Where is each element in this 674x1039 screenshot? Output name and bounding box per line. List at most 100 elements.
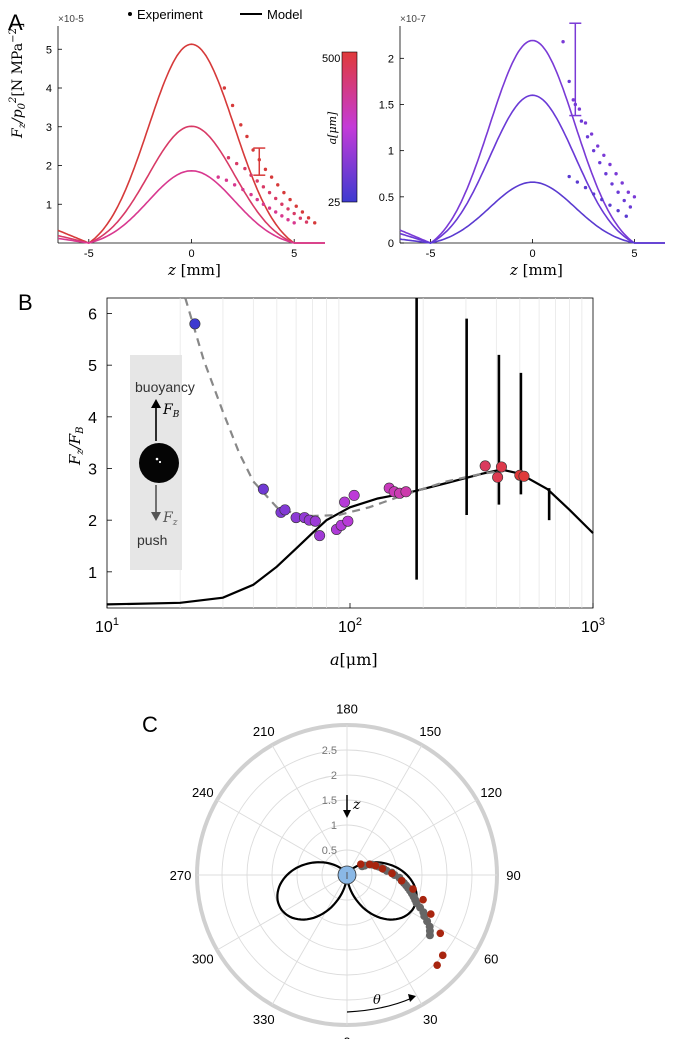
experiment-point	[251, 148, 255, 152]
experiment-point-red	[427, 910, 435, 918]
y-tick-label: 4	[46, 83, 52, 95]
experiment-point	[286, 218, 290, 222]
theta-tick-label: 60	[484, 951, 498, 966]
experiment-point	[189, 318, 201, 330]
experiment-point	[298, 216, 303, 220]
experiment-point	[274, 210, 278, 214]
z-label: z	[352, 797, 361, 813]
experiment-point	[616, 208, 620, 213]
inset-push-label: push	[137, 532, 167, 548]
experiment-point	[304, 220, 309, 224]
experiment-point	[255, 179, 259, 183]
plot-b: 101 102 103 1 2 3 4 5 6	[88, 297, 605, 636]
experiment-point-red	[388, 869, 396, 878]
inset-photo	[130, 355, 182, 570]
x-tick-label: 5	[291, 248, 297, 260]
xlabel-a-right: z [mm]	[509, 261, 563, 279]
experiment-point-grey	[425, 931, 434, 940]
theta-tick-label: 240	[192, 785, 214, 800]
inset-buoyancy-label: buoyancy	[135, 379, 195, 395]
y-tick-label: 0	[388, 238, 394, 250]
x-tick-label: 103	[581, 616, 605, 636]
experiment-point	[232, 183, 237, 187]
y-tick-label: 5	[46, 44, 52, 56]
experiment-point	[608, 203, 612, 207]
plot-a-left: -5 0 5 1 2 3 4 5	[46, 43, 325, 260]
x-tick-label: -5	[426, 248, 436, 260]
experiment-point	[300, 210, 305, 214]
experiment-point	[583, 121, 588, 125]
experiment-point	[579, 119, 584, 123]
polar-spoke	[346, 874, 423, 1006]
experiment-point	[583, 185, 588, 190]
experiment-point	[230, 103, 235, 108]
theta-tick-label: 120	[480, 785, 502, 800]
y-tick-label: 1	[388, 146, 394, 158]
model-line-2	[57, 125, 325, 244]
experiment-point	[280, 202, 284, 206]
experiment-point	[288, 197, 292, 202]
r-tick-label: 2.5	[322, 745, 337, 757]
plot-a-right: -5 0 5 0 0.5 1 1.5 2	[379, 22, 665, 260]
xlabel-b: a[μm]	[330, 650, 378, 669]
experiment-point	[309, 515, 321, 527]
experiment-point	[269, 175, 274, 179]
model-line-3	[399, 181, 665, 244]
experiment-point	[306, 216, 311, 220]
experiment-point	[294, 204, 298, 208]
experiment-point-red	[419, 895, 427, 904]
experiment-point	[610, 182, 614, 186]
experiment-point	[479, 460, 491, 472]
experiment-point	[622, 198, 626, 203]
polar-spoke	[346, 744, 423, 876]
experiment-point	[226, 156, 231, 160]
colorbar	[341, 51, 358, 203]
panel-label-a: A	[8, 10, 23, 35]
experiment-point	[249, 192, 253, 197]
colorbar-max: 500	[322, 53, 340, 65]
model-line-3	[57, 169, 325, 244]
experiment-point-red	[409, 885, 417, 893]
experiment-point	[589, 132, 594, 136]
experiment-point	[632, 195, 637, 199]
axes-a-right: ×10-7	[399, 14, 665, 244]
theta-arrow-head	[408, 994, 416, 1002]
experiment-point	[282, 190, 286, 195]
colorbar-label: a[μm]	[326, 111, 339, 144]
experiment-point	[239, 123, 243, 127]
theta-arrow	[346, 997, 413, 1013]
y-tick-label: 1	[88, 565, 97, 582]
x-tick-label: 5	[631, 248, 637, 260]
experiment-point	[267, 190, 272, 195]
experiment-point	[224, 178, 229, 182]
experiment-point-red	[365, 860, 374, 869]
y-tick-label: 3	[88, 462, 97, 479]
experiment-point	[608, 162, 612, 167]
experiment-point	[495, 461, 507, 473]
experiment-point	[292, 211, 296, 216]
theta-tick-label: 90	[506, 868, 520, 883]
experiment-point	[280, 214, 284, 218]
y-tick-label: 0.5	[379, 192, 394, 204]
x-tick-label: -5	[84, 248, 94, 260]
experiment-point-red	[438, 951, 447, 960]
experiment-point	[286, 207, 290, 211]
experiment-point	[342, 515, 354, 527]
experiment-point	[279, 504, 291, 516]
experiment-point	[598, 160, 602, 165]
experiment-point	[241, 187, 245, 192]
model-line-1	[57, 43, 325, 244]
y-tick-label: 5	[88, 358, 97, 375]
experiment-point	[261, 202, 266, 206]
theta-tick-label: 180	[336, 702, 358, 717]
experiment-point	[600, 197, 604, 202]
experiment-point	[267, 206, 272, 210]
y-tick-label: 6	[88, 307, 97, 324]
plot-c: zθ	[276, 795, 447, 1013]
experiment-point	[596, 144, 600, 148]
panel-label-c: C	[142, 712, 158, 737]
experiment-point	[314, 530, 326, 542]
colorbar-min: 25	[328, 197, 340, 209]
experiment-point	[276, 183, 280, 187]
experiment-point	[616, 190, 620, 194]
